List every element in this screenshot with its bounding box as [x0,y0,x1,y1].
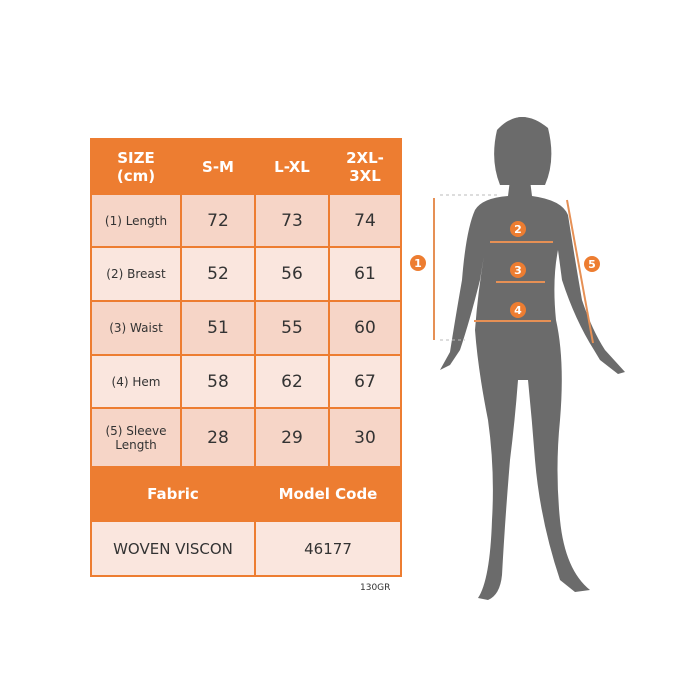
fabric-weight-note: 130GR [360,583,391,593]
row-label: (2) Breast [90,246,182,302]
fabric-value: WOVEN VISCON [90,520,256,577]
cell-value: 55 [254,300,330,356]
measurement-arrows [433,194,594,344]
header-row: SIZE (cm) S-M L-XL 2XL- 3XL [90,138,402,195]
row-label-line2: Length [115,437,157,452]
marker-5: 5 [588,258,596,271]
cell-value: 51 [180,300,256,356]
marker-4: 4 [514,304,522,317]
row-label: (1) Length [90,193,182,248]
table-row: (2) Breast 52 56 61 [90,246,402,302]
marker-1: 1 [414,257,422,270]
cell-value: 60 [328,300,402,356]
header-2xl-line1: 2XL- [346,148,384,167]
sleeve-arrow [566,199,594,344]
row-label: (4) Hem [90,354,182,409]
cell-value: 30 [328,407,402,468]
cell-value: 67 [328,354,402,409]
silhouette [440,116,625,600]
table-row: (1) Length 72 73 74 [90,193,402,248]
size-chart-table: SIZE (cm) S-M L-XL 2XL- 3XL (1) Length 72 … [90,138,402,577]
table-row: (5) Sleeve Length 28 29 30 [90,407,402,468]
cell-value: 61 [328,246,402,302]
cell-value: 62 [254,354,330,409]
table-row: (3) Waist 51 55 60 [90,300,402,356]
header-size: SIZE (cm) [90,138,182,195]
header-size-line2: (cm) [116,166,156,185]
header-size-line1: SIZE [117,148,155,167]
model-code-header: Model Code [254,466,402,522]
cell-value: 73 [254,193,330,248]
fabric-header-row: Fabric Model Code [90,466,402,522]
header-2xl-3xl: 2XL- 3XL [328,138,402,195]
cell-value: 72 [180,193,256,248]
fabric-value-row: WOVEN VISCON 46177 [90,520,402,577]
cell-value: 52 [180,246,256,302]
cell-value: 74 [328,193,402,248]
header-s-m: S-M [180,138,256,195]
row-label-line1: (5) Sleeve [105,423,167,438]
header-l-xl: L-XL [254,138,330,195]
marker-3: 3 [514,264,522,277]
row-label: (5) Sleeve Length [90,407,182,468]
header-2xl-line2: 3XL [349,166,381,185]
marker-circles [410,221,600,318]
cell-value: 56 [254,246,330,302]
model-code-value: 46177 [254,520,402,577]
fabric-header: Fabric [90,466,256,522]
row-label: (3) Waist [90,300,182,356]
cell-value: 58 [180,354,256,409]
cell-value: 28 [180,407,256,468]
cell-value: 29 [254,407,330,468]
table-row: (4) Hem 58 62 67 [90,354,402,409]
marker-2: 2 [514,223,522,236]
